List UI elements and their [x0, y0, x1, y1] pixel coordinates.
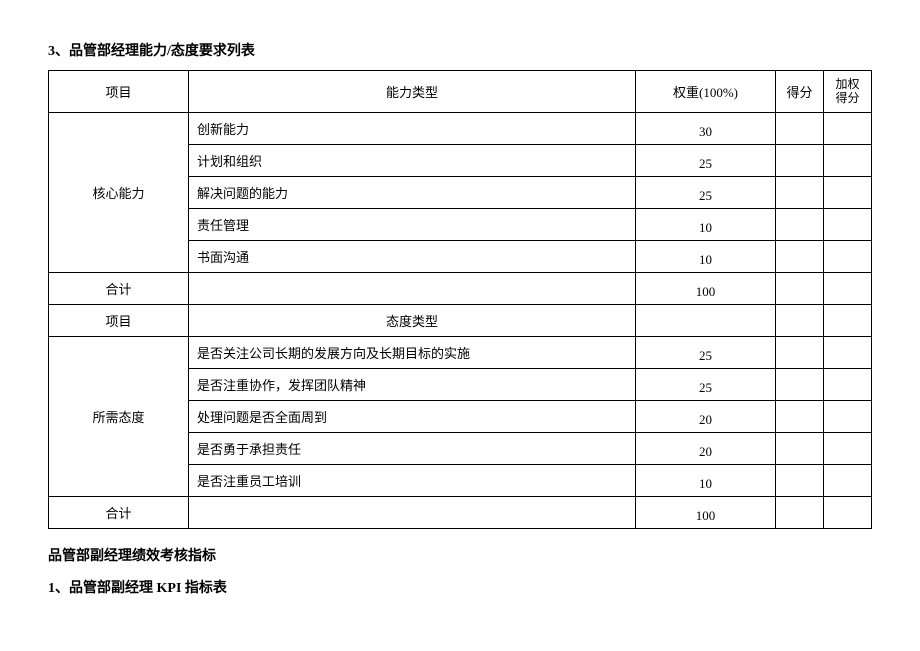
table-header-row: 项目 能力类型 权重(100%) 得分 加权得分 [49, 71, 872, 113]
group-core-ability: 核心能力 [49, 112, 189, 272]
attitude-label: 是否勇于承担责任 [189, 432, 636, 464]
score-cell [776, 208, 824, 240]
hdr-item: 项目 [49, 71, 189, 113]
attitude-weight: 20 [636, 432, 776, 464]
ability-label: 解决问题的能力 [189, 176, 636, 208]
wscore-cell [824, 144, 872, 176]
ability-total: 100 [636, 272, 776, 304]
score-cell [776, 336, 824, 368]
ability-weight: 25 [636, 176, 776, 208]
attitude-label: 是否注重协作，发挥团队精神 [189, 368, 636, 400]
table-total-row: 合计 100 [49, 496, 872, 528]
hdr-score: 得分 [776, 71, 824, 113]
heading-deputy-manager: 品管部副经理绩效考核指标 [48, 545, 872, 565]
wscore-cell [824, 464, 872, 496]
blank-cell [776, 304, 824, 336]
score-cell [776, 464, 824, 496]
attitude-weight: 20 [636, 400, 776, 432]
score-cell [776, 112, 824, 144]
table-total-row: 合计 100 [49, 272, 872, 304]
wscore-cell [824, 368, 872, 400]
score-cell [776, 176, 824, 208]
total-label: 合计 [49, 272, 189, 304]
group-required-attitude: 所需态度 [49, 336, 189, 496]
blank-cell [824, 304, 872, 336]
ability-label: 书面沟通 [189, 240, 636, 272]
wscore-cell [824, 400, 872, 432]
wscore-cell [824, 272, 872, 304]
table-header-row-2: 项目 态度类型 [49, 304, 872, 336]
hdr-attitude-type: 态度类型 [189, 304, 636, 336]
hdr-weight: 权重(100%) [636, 71, 776, 113]
section-3-title: 3、品管部经理能力/态度要求列表 [48, 40, 872, 60]
ability-weight: 30 [636, 112, 776, 144]
score-cell [776, 144, 824, 176]
hdr-ability-type: 能力类型 [189, 71, 636, 113]
score-cell [776, 400, 824, 432]
wscore-cell [824, 208, 872, 240]
attitude-label: 是否关注公司长期的发展方向及长期目标的实施 [189, 336, 636, 368]
table-row: 所需态度 是否关注公司长期的发展方向及长期目标的实施 25 [49, 336, 872, 368]
total-blank [189, 272, 636, 304]
attitude-total: 100 [636, 496, 776, 528]
ability-attitude-table: 项目 能力类型 权重(100%) 得分 加权得分 核心能力 创新能力 30 计划… [48, 70, 872, 529]
ability-label: 创新能力 [189, 112, 636, 144]
score-cell [776, 496, 824, 528]
ability-weight: 10 [636, 240, 776, 272]
wscore-cell [824, 112, 872, 144]
hdr-weighted-score: 加权得分 [824, 71, 872, 113]
attitude-label: 是否注重员工培训 [189, 464, 636, 496]
wscore-cell [824, 336, 872, 368]
section-1b-title: 1、品管部副经理 KPI 指标表 [48, 577, 872, 597]
attitude-weight: 25 [636, 368, 776, 400]
ability-label: 责任管理 [189, 208, 636, 240]
total-label: 合计 [49, 496, 189, 528]
attitude-weight: 10 [636, 464, 776, 496]
attitude-weight: 25 [636, 336, 776, 368]
attitude-label: 处理问题是否全面周到 [189, 400, 636, 432]
ability-weight: 10 [636, 208, 776, 240]
hdr-item-2: 项目 [49, 304, 189, 336]
wscore-cell [824, 432, 872, 464]
blank-cell [636, 304, 776, 336]
score-cell [776, 432, 824, 464]
wscore-cell [824, 176, 872, 208]
score-cell [776, 240, 824, 272]
score-cell [776, 272, 824, 304]
ability-label: 计划和组织 [189, 144, 636, 176]
ability-weight: 25 [636, 144, 776, 176]
wscore-cell [824, 240, 872, 272]
table-row: 核心能力 创新能力 30 [49, 112, 872, 144]
wscore-cell [824, 496, 872, 528]
total-blank [189, 496, 636, 528]
score-cell [776, 368, 824, 400]
